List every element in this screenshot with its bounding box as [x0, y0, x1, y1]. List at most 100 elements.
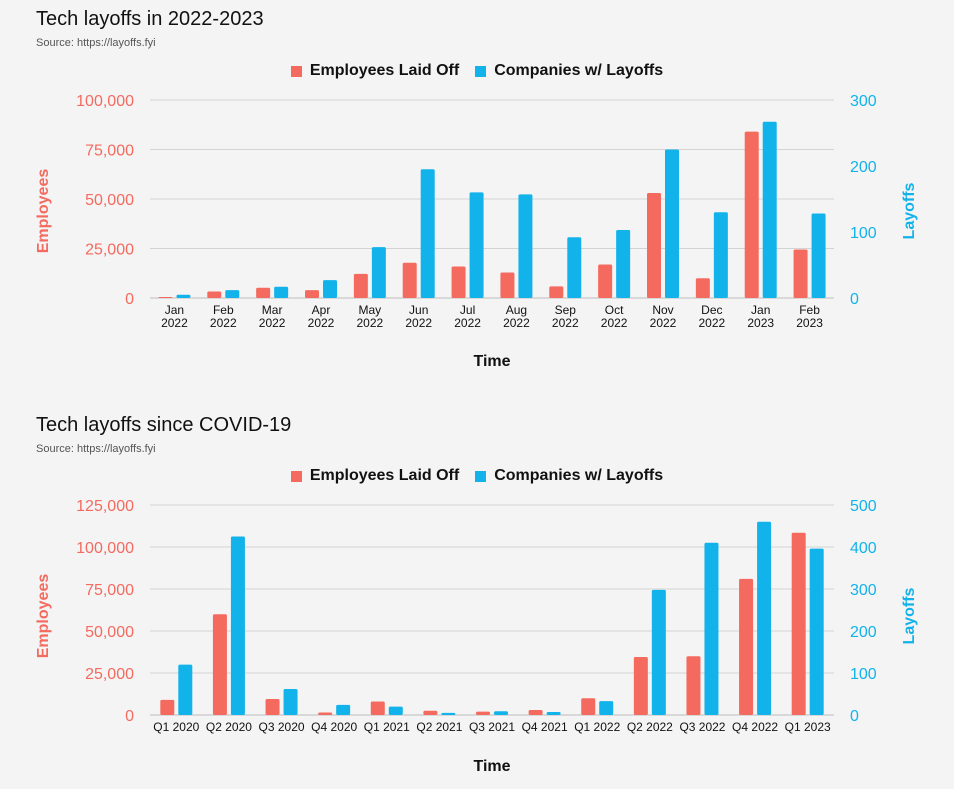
x-tick-label: Q1 2021: [364, 720, 410, 734]
bar-employees-laid-off: [739, 578, 754, 715]
x-tick-label: Q4 2021: [522, 720, 568, 734]
x-tick-label: Jul: [460, 303, 475, 317]
x-tick-label: Jun: [409, 303, 428, 317]
bar-companies-with-layoffs: [274, 286, 289, 298]
x-tick-label: Oct: [605, 303, 624, 317]
x-tick-label: Feb: [213, 303, 234, 317]
bar-companies-with-layoffs: [713, 212, 728, 298]
x-tick-label: 2022: [357, 316, 384, 330]
y-tick-left: 50,000: [85, 624, 134, 641]
bar-employees-laid-off: [370, 701, 385, 715]
x-tick-label: Dec: [701, 303, 722, 317]
x-tick-label: Mar: [262, 303, 283, 317]
y-tick-right: 0: [850, 291, 859, 308]
bar-employees-laid-off: [265, 699, 280, 715]
legend-swatch-employees: [290, 65, 302, 77]
y-axis-label-left: Employees: [35, 169, 52, 254]
x-tick-label: Q2 2022: [627, 720, 673, 734]
legend-item-employees: Employees Laid Off: [290, 467, 460, 485]
bar-companies-with-layoffs: [441, 712, 456, 715]
bar-companies-with-layoffs: [469, 192, 484, 298]
x-tick-label: 2022: [650, 316, 677, 330]
x-tick-label: 2022: [454, 316, 481, 330]
bar-employees-laid-off: [207, 291, 222, 298]
bar-employees-laid-off: [318, 712, 333, 715]
legend-label-employees: Employees Laid Off: [309, 62, 460, 79]
x-tick-label: Jan: [751, 303, 770, 317]
x-tick-label: Feb: [799, 303, 820, 317]
y-tick-right: 400: [850, 540, 877, 557]
legend: Employees Laid Off Companies w/ Layoffs: [0, 62, 954, 80]
x-tick-label: 2022: [308, 316, 335, 330]
y-tick-right: 500: [850, 498, 877, 515]
bar-companies-with-layoffs: [388, 706, 403, 715]
bar-companies-with-layoffs: [616, 230, 631, 298]
bar-employees-laid-off: [686, 656, 701, 715]
legend-swatch-companies: [475, 470, 487, 482]
x-tick-label: 2023: [796, 316, 823, 330]
bar-employees-laid-off: [744, 131, 759, 298]
y-tick-left: 75,000: [85, 582, 134, 599]
x-tick-label: Q1 2023: [785, 720, 831, 734]
bar-companies-with-layoffs: [420, 169, 435, 298]
chart-panel-2022-2023: Tech layoffs in 2022-2023 Source: https:…: [0, 0, 954, 380]
y-tick-left: 50,000: [85, 192, 134, 209]
x-tick-label: 2023: [747, 316, 774, 330]
y-axis-label-left: Employees: [35, 574, 52, 659]
x-axis-label: Time: [473, 353, 510, 370]
bar-employees-laid-off: [158, 297, 173, 298]
bar-employees-laid-off: [581, 698, 596, 715]
x-tick-label: Q2 2021: [416, 720, 462, 734]
bar-employees-laid-off: [633, 657, 648, 715]
legend-swatch-companies: [475, 65, 487, 77]
y-axis-label-right: Layoffs: [901, 182, 918, 239]
bar-employees-laid-off: [160, 699, 175, 715]
chart-title: Tech layoffs in 2022-2023: [36, 8, 264, 30]
bar-employees-laid-off: [695, 278, 710, 298]
y-tick-left: 0: [125, 291, 134, 308]
bar-employees-laid-off: [793, 249, 808, 298]
bar-companies-with-layoffs: [230, 536, 245, 715]
bar-companies-with-layoffs: [567, 237, 582, 298]
legend-label-companies: Companies w/ Layoffs: [494, 467, 664, 484]
y-tick-left: 25,000: [85, 666, 134, 683]
bar-employees-laid-off: [212, 614, 227, 715]
x-tick-label: 2022: [503, 316, 530, 330]
bar-companies-with-layoffs: [494, 711, 508, 715]
bar-companies-with-layoffs: [336, 704, 351, 715]
y-tick-left: 100,000: [76, 540, 134, 557]
legend-label-employees: Employees Laid Off: [309, 467, 460, 484]
bar-companies-with-layoffs: [762, 121, 777, 298]
y-tick-right: 0: [850, 708, 859, 725]
bar-companies-with-layoffs: [809, 548, 824, 715]
x-tick-label: 2022: [601, 316, 628, 330]
x-tick-label: 2022: [552, 316, 579, 330]
x-tick-label: Sep: [555, 303, 577, 317]
chart-title: Tech layoffs since COVID-19: [36, 414, 292, 436]
x-tick-label: Q4 2020: [311, 720, 357, 734]
bar-companies-with-layoffs: [283, 688, 298, 715]
bar-employees-laid-off: [598, 264, 613, 298]
bar-employees-laid-off: [647, 193, 661, 298]
y-tick-right: 200: [850, 159, 877, 176]
x-axis-label: Time: [473, 758, 510, 775]
bar-employees-laid-off: [791, 532, 806, 715]
chart-plot-2022-2023: Employees Layoffs Time 0 25,000 50,000 75,0…: [35, 93, 918, 370]
bar-employees-laid-off: [256, 287, 271, 298]
bar-companies-with-layoffs: [546, 712, 561, 715]
x-tick-label: Aug: [506, 303, 527, 317]
chart-source: Source: https://layoffs.fyi: [36, 37, 156, 49]
bar-employees-laid-off: [500, 272, 515, 298]
y-tick-left: 75,000: [85, 143, 134, 160]
x-tick-label: Q3 2021: [469, 720, 515, 734]
x-tick-label: May: [359, 303, 382, 317]
x-tick-label: Apr: [312, 303, 331, 317]
bar-companies-with-layoffs: [225, 290, 240, 298]
x-tick-label: Jan: [165, 303, 184, 317]
x-tick-label: 2022: [161, 316, 188, 330]
bar-employees-laid-off: [528, 709, 543, 715]
y-tick-left: 125,000: [76, 498, 134, 515]
y-tick-right: 100: [850, 666, 877, 683]
bar-employees-laid-off: [353, 273, 368, 298]
